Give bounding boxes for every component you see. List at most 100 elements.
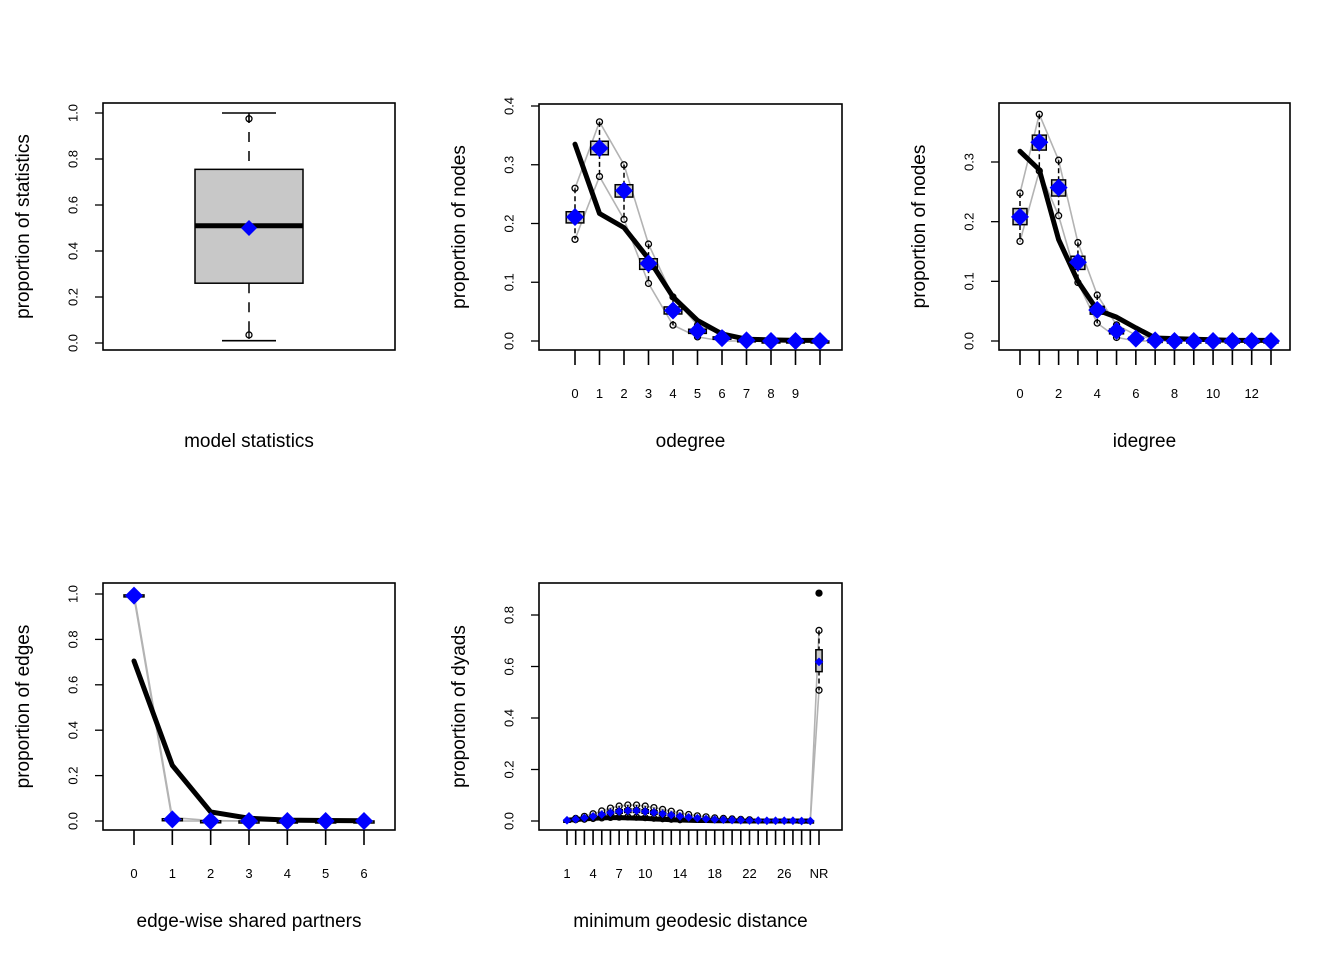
sim-mean-marker (675, 812, 685, 821)
sim-mean-marker (658, 809, 667, 819)
y-tick-label: 0.8 (65, 630, 80, 648)
x-axis: 1 4 7 10 14 18 22 26 NR (563, 830, 828, 881)
y-axis-title: proportion of nodes (449, 145, 470, 309)
x-axis: 0 1 2 3 4 5 6 7 8 9 (571, 350, 821, 401)
sim-mean-marker (163, 810, 182, 829)
y-tick-label: 0.2 (961, 213, 976, 231)
plot-frame (102, 582, 396, 831)
sim-mean-marker (1107, 321, 1126, 340)
x-axis-title: odegree (656, 431, 726, 452)
sim-mean-marker (1068, 253, 1087, 272)
upper-extreme-point (1054, 156, 1063, 164)
sim-mean-marker (762, 332, 780, 350)
sim-mean-marker (786, 332, 805, 350)
sim-mean-marker (666, 810, 676, 820)
x-tick-label: 2 (207, 866, 214, 881)
y-tick-label: 0.0 (961, 332, 976, 350)
x-tick-label: 4 (1094, 386, 1101, 401)
observed-nr-point (815, 589, 823, 597)
sim-mean-marker (805, 816, 815, 826)
sim-mean-marker (1242, 332, 1261, 350)
upper-extreme-point (1016, 189, 1024, 197)
sim-mean-marker (1204, 332, 1223, 350)
y-tick-label: 0.4 (65, 721, 80, 739)
upper-extreme-point (1093, 291, 1101, 299)
sim-mean-marker (623, 806, 633, 816)
x-tick-label: 2 (1055, 386, 1062, 401)
sim-mean-marker (779, 816, 789, 826)
sim-mean-marker (590, 139, 609, 158)
sim-mean-marker (788, 816, 798, 826)
upper-extreme-point (644, 240, 653, 248)
y-tick-label: 0.2 (65, 767, 80, 785)
sim-mean-marker (1126, 329, 1145, 348)
sim-mean-marker (597, 810, 607, 819)
x-tick-label: 7 (743, 386, 750, 401)
sim-mean-marker (814, 657, 824, 667)
x-tick-label: 3 (645, 386, 652, 401)
y-tick-label: 0.2 (501, 760, 516, 778)
y-tick-label: 0.3 (501, 156, 516, 174)
sim-mean-marker (1088, 300, 1107, 319)
upper-extreme-point (1074, 238, 1082, 247)
y-tick-label: 0.0 (501, 332, 516, 350)
sim-mean-marker (737, 331, 756, 350)
x-axis: 0 1 2 3 4 5 6 (130, 830, 368, 881)
sim-mean-marker (588, 812, 598, 821)
panel-model-statistics: 0.0 0.2 0.4 0.6 0.8 1.0 proportion of statisti… (13, 102, 396, 452)
plot-frame (102, 102, 396, 351)
y-tick-label: 0.3 (961, 153, 976, 171)
x-tick-label: 14 (673, 866, 687, 881)
upper-extreme-point (620, 161, 628, 169)
sim-mean-marker (753, 816, 763, 825)
lower-extreme-point (1093, 319, 1101, 327)
y-tick-label: 0.8 (65, 150, 80, 168)
y-tick-label: 0.2 (65, 288, 80, 306)
sim-mean-marker (1184, 332, 1203, 350)
y-axis-title: proportion of nodes (909, 145, 930, 309)
x-tick-label: 8 (767, 386, 774, 401)
lower-range-line (133, 597, 364, 822)
upper-range-line (566, 630, 820, 822)
sim-mean-marker (684, 813, 693, 822)
panel-idegree: 0.0 0.1 0.2 0.3 proportion of nodes idegree 0 2… (909, 102, 1291, 452)
y-tick-label: 0.1 (501, 273, 516, 291)
y-tick-label: 0.4 (501, 709, 516, 727)
upper-extreme-point (595, 118, 604, 126)
x-tick-label: 7 (616, 866, 623, 881)
lower-extreme-point (595, 172, 604, 181)
upper-extreme-point (571, 184, 579, 192)
x-tick-label: NR (810, 866, 829, 881)
x-tick-label: 1 (596, 386, 603, 401)
x-tick-label: 1 (169, 866, 176, 881)
sim-mean-marker (1011, 207, 1029, 226)
lower-range-line (566, 690, 820, 822)
upper-range-line (133, 593, 364, 822)
x-tick-label: 12 (1244, 386, 1258, 401)
lower-extreme-point (571, 235, 579, 244)
y-tick-label: 0.0 (65, 812, 80, 830)
sim-mean-marker (1049, 178, 1068, 197)
y-axis-title: proportion of edges (13, 625, 34, 789)
x-tick-label: 0 (130, 866, 137, 881)
y-tick-label: 0.1 (961, 272, 976, 290)
plot-frame (538, 103, 843, 351)
plot-frame (538, 582, 843, 831)
y-axis: 0.0 0.2 0.4 0.6 0.8 1.0 (65, 585, 103, 830)
y-tick-label: 0.4 (65, 242, 80, 260)
sim-mean-marker (278, 812, 297, 830)
mean-marker (241, 220, 257, 236)
x-tick-label: 6 (360, 866, 367, 881)
upper-extreme-point (815, 626, 823, 635)
x-tick-label: 4 (669, 386, 676, 401)
lower-extreme-point (1016, 237, 1024, 246)
sim-mean-marker (580, 813, 589, 823)
sim-mean-marker (566, 208, 584, 227)
sim-mean-marker (355, 812, 373, 830)
x-tick-label: 9 (792, 386, 799, 401)
lower-extreme-point (1054, 212, 1063, 220)
x-tick-label: 10 (1206, 386, 1220, 401)
x-axis-title: model statistics (184, 431, 314, 452)
sim-mean-marker (727, 815, 737, 825)
